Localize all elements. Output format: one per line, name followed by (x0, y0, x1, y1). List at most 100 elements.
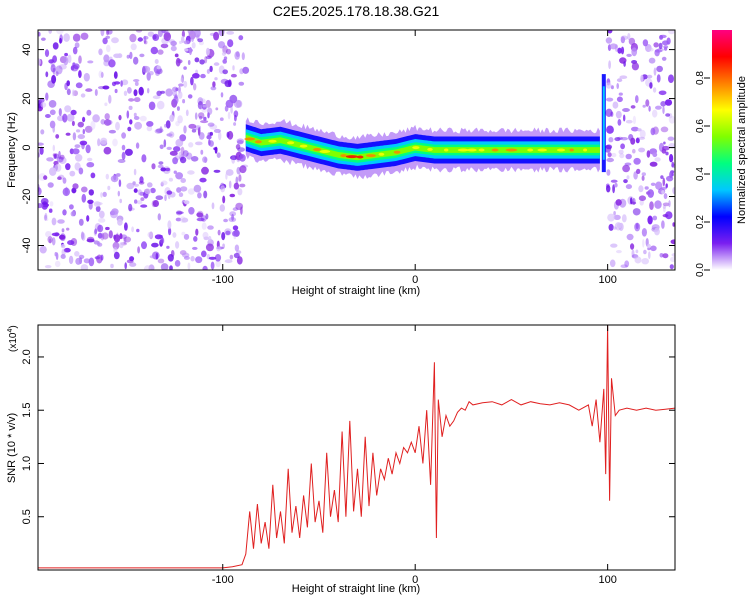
noise-speckle (615, 110, 622, 119)
noise-speckle (111, 208, 119, 215)
noise-speckle (652, 215, 658, 221)
ridge-peak (244, 137, 256, 141)
noise-speckle (605, 37, 613, 44)
noise-speckle (191, 128, 197, 133)
noise-speckle (82, 116, 86, 123)
noise-speckle (197, 38, 204, 43)
noise-speckle (183, 66, 187, 70)
noise-speckle (140, 204, 148, 208)
noise-speckle (72, 132, 77, 141)
noise-speckle (209, 65, 213, 73)
noise-speckle (38, 142, 44, 146)
noise-speckle (43, 214, 48, 221)
noise-speckle (649, 201, 654, 211)
ridge-peak (393, 150, 401, 154)
noise-speckle (201, 166, 209, 175)
noise-speckle (104, 113, 110, 120)
noise-speckle (641, 175, 645, 181)
noise-speckle (176, 211, 184, 215)
noise-speckle (49, 109, 56, 116)
ridge-peak (378, 152, 385, 156)
noise-speckle (124, 262, 127, 270)
noise-speckle (148, 101, 156, 111)
noise-speckle (207, 122, 215, 127)
ridge-peak (287, 141, 295, 145)
noise-speckle (66, 88, 71, 96)
noise-speckle (224, 80, 232, 88)
noise-speckle (56, 156, 64, 163)
ridge-peak (345, 155, 358, 159)
noise-speckle (165, 88, 173, 97)
noise-speckle (617, 119, 622, 126)
noise-speckle (613, 214, 621, 220)
noise-speckle (236, 140, 244, 145)
noise-speckle (57, 219, 65, 224)
noise-speckle (52, 67, 56, 75)
noise-speckle (115, 121, 120, 131)
noise-speckle (656, 74, 661, 83)
noise-speckle (648, 251, 651, 259)
noise-speckle (133, 116, 140, 120)
noise-speckle (98, 86, 106, 90)
noise-speckle (66, 113, 75, 122)
noise-speckle (225, 99, 234, 108)
noise-speckle (113, 71, 118, 79)
noise-speckle (608, 60, 611, 70)
noise-speckle (625, 119, 633, 124)
noise-speckle (78, 70, 82, 79)
noise-speckle (88, 257, 95, 267)
noise-speckle (616, 96, 623, 103)
noise-speckle (128, 105, 133, 110)
noise-speckle (605, 108, 613, 118)
noise-speckle (190, 76, 194, 86)
ridge-spike-core (602, 86, 605, 160)
noise-speckle (622, 164, 630, 173)
noise-speckle (132, 181, 136, 185)
noise-speckle (129, 262, 137, 267)
noise-speckle (165, 167, 171, 172)
noise-speckle (634, 256, 642, 264)
noise-speckle (233, 99, 242, 108)
noise-speckle (193, 30, 201, 38)
colorbar-tick-label: 0.2 (695, 215, 706, 229)
noise-speckle (172, 86, 179, 92)
noise-speckle (55, 71, 59, 76)
noise-speckle (70, 211, 75, 217)
noise-speckle (177, 91, 183, 99)
noise-speckle (229, 211, 237, 217)
y-tick-label: 0 (21, 144, 33, 150)
noise-speckle (133, 168, 137, 176)
noise-speckle (655, 105, 662, 110)
noise-speckle (662, 253, 669, 259)
noise-speckle (129, 256, 135, 262)
noise-speckle (235, 144, 241, 150)
noise-speckle (108, 59, 116, 68)
noise-speckle (612, 101, 619, 109)
noise-speckle (620, 137, 628, 141)
noise-speckle (194, 112, 198, 120)
noise-speckle (178, 192, 184, 197)
noise-speckle (638, 147, 646, 153)
noise-speckle (151, 200, 157, 208)
noise-speckle (196, 212, 204, 218)
noise-speckle (661, 220, 665, 229)
noise-speckle (196, 210, 204, 219)
noise-speckle (224, 259, 233, 264)
noise-speckle (51, 74, 57, 84)
noise-speckle (653, 42, 659, 48)
noise-speckle (213, 169, 221, 173)
noise-speckle (47, 236, 53, 244)
noise-speckle (108, 129, 116, 134)
noise-speckle (102, 85, 110, 90)
noise-speckle (112, 138, 118, 147)
noise-speckle (652, 87, 657, 93)
noise-speckle (62, 177, 67, 184)
noise-speckle (647, 189, 654, 198)
noise-speckle (623, 179, 628, 184)
noise-speckle (200, 120, 209, 124)
noise-speckle (137, 246, 141, 254)
noise-speckle (63, 33, 70, 42)
figure-title: C2E5.2025.178.18.38.G21 (273, 3, 440, 19)
noise-speckle (129, 119, 133, 125)
noise-speckle (157, 49, 164, 55)
